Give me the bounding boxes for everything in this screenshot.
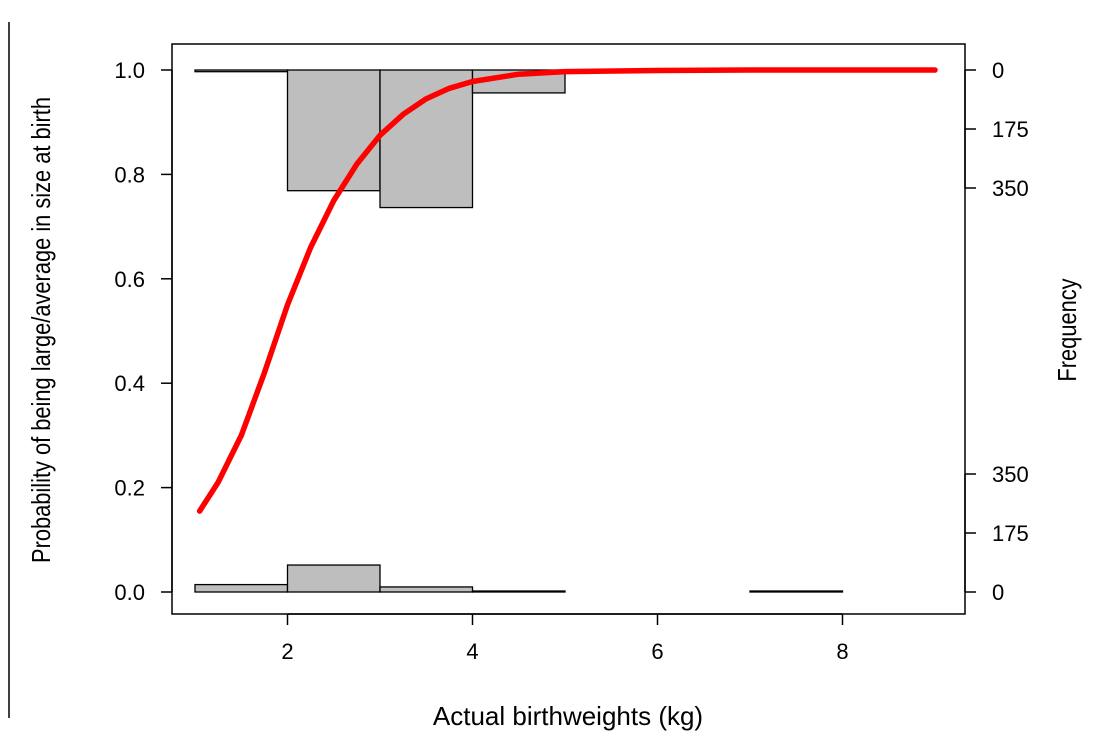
y-left-tick-label: 0.2 bbox=[114, 476, 145, 501]
histogram-top bbox=[194, 69, 659, 209]
x-tick-label: 2 bbox=[281, 639, 293, 664]
y-right-bottom-tick-label: 0 bbox=[992, 580, 1004, 605]
y-right-bottom-tick-label: 350 bbox=[992, 462, 1029, 487]
x-axis-label: Actual birthweights (kg) bbox=[433, 701, 703, 731]
y-right-top-tick-label: 350 bbox=[992, 176, 1029, 201]
histogram-bottom bbox=[194, 564, 844, 593]
histogram-bottom-bar bbox=[194, 583, 289, 593]
y-right-bottom-tick-label: 175 bbox=[992, 521, 1029, 546]
y-left-tick-label: 0.8 bbox=[114, 162, 145, 187]
histogram-bottom-bar bbox=[471, 590, 566, 593]
y-right-top-tick-label: 0 bbox=[992, 58, 1004, 83]
histogram-bottom-bar bbox=[286, 564, 381, 593]
y-axis-left: 0.0 0.2 0.4 0.6 0.8 1.0 bbox=[114, 58, 173, 605]
y-axis-right-label: Frequency bbox=[1053, 278, 1082, 381]
histogram-top-bar bbox=[379, 69, 474, 209]
y-left-tick-label: 0.0 bbox=[114, 580, 145, 605]
histogram-bottom-bar bbox=[379, 586, 474, 593]
y-left-tick-label: 0.6 bbox=[114, 267, 145, 292]
probability-curve bbox=[196, 67, 938, 514]
y-right-top-tick-label: 175 bbox=[992, 117, 1029, 142]
x-axis: 2 4 6 8 bbox=[281, 613, 849, 664]
y-axis-left-label: Probability of being large/average in si… bbox=[27, 97, 56, 563]
y-left-tick-label: 0.4 bbox=[114, 371, 145, 396]
histogram-bottom-bar bbox=[749, 590, 844, 593]
histogram-top-bar bbox=[194, 69, 289, 73]
y-left-tick-label: 1.0 bbox=[114, 58, 145, 83]
x-tick-label: 8 bbox=[836, 639, 848, 664]
x-tick-label: 4 bbox=[466, 639, 478, 664]
histogram-top-bar bbox=[286, 69, 381, 192]
x-tick-label: 6 bbox=[651, 639, 663, 664]
y-axis-right: 0 175 350 350 175 0 bbox=[964, 58, 1029, 605]
